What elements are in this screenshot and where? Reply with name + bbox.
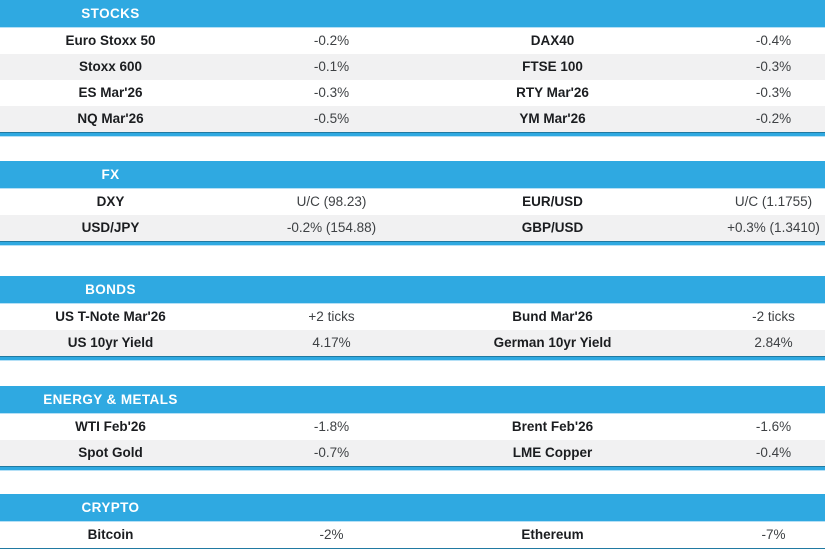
section-title: CRYPTO [81, 500, 140, 515]
instrument-name: DXY [96, 194, 125, 209]
table-row: WTI Feb'26 -1.8% Brent Feb'26 -1.6% [0, 414, 825, 440]
table-row: Euro Stoxx 50 -0.2% DAX40 -0.4% [0, 28, 825, 54]
section-rows: Bitcoin -2% Ethereum -7% [0, 522, 825, 548]
section-fx: FX DXY U/C (98.23) EUR/USD U/C (1.1755) … [0, 161, 825, 246]
section-rows: DXY U/C (98.23) EUR/USD U/C (1.1755) USD… [0, 189, 825, 241]
section-header: STOCKS [0, 0, 825, 28]
section-rows: WTI Feb'26 -1.8% Brent Feb'26 -1.6% Spot… [0, 414, 825, 466]
section-crypto: CRYPTO Bitcoin -2% Ethereum -7% [0, 494, 825, 549]
section-divider [0, 241, 825, 246]
instrument-change: -0.4% [755, 33, 792, 48]
instrument-name: Bund Mar'26 [512, 309, 593, 324]
instrument-change: -0.2% (154.88) [286, 220, 377, 235]
instrument-name: German 10yr Yield [493, 335, 612, 350]
section-title: ENERGY & METALS [43, 392, 178, 407]
table-row: USD/JPY -0.2% (154.88) GBP/USD +0.3% (1.… [0, 215, 825, 241]
instrument-name: Brent Feb'26 [511, 419, 594, 434]
section-title: BONDS [85, 282, 136, 297]
instrument-name: Spot Gold [78, 445, 143, 460]
instrument-change: +0.3% (1.3410) [727, 220, 820, 235]
instrument-change: -0.7% [313, 445, 350, 460]
instrument-change: -1.6% [755, 419, 792, 434]
instrument-change: -2% [319, 527, 344, 542]
instrument-name: LME Copper [512, 445, 593, 460]
instrument-change: U/C (98.23) [296, 194, 367, 209]
instrument-name: ES Mar'26 [78, 85, 143, 100]
table-row: DXY U/C (98.23) EUR/USD U/C (1.1755) [0, 189, 825, 215]
instrument-name: YM Mar'26 [519, 111, 586, 126]
section-rows: Euro Stoxx 50 -0.2% DAX40 -0.4% Stoxx 60… [0, 28, 825, 132]
instrument-name: Euro Stoxx 50 [65, 33, 156, 48]
instrument-change: -0.3% [755, 59, 792, 74]
instrument-change: -0.5% [313, 111, 350, 126]
section-header: FX [0, 161, 825, 189]
section-rows: US T-Note Mar'26 +2 ticks Bund Mar'26 -2… [0, 304, 825, 356]
instrument-name: Stoxx 600 [78, 59, 143, 74]
section-energy-metals: ENERGY & METALS WTI Feb'26 -1.8% Brent F… [0, 386, 825, 471]
instrument-change: -2 ticks [752, 309, 795, 324]
section-header: CRYPTO [0, 494, 825, 522]
instrument-name: EUR/USD [522, 194, 583, 209]
table-row: ES Mar'26 -0.3% RTY Mar'26 -0.3% [0, 80, 825, 106]
instrument-name: USD/JPY [81, 220, 140, 235]
instrument-name: DAX40 [530, 33, 575, 48]
instrument-name: RTY Mar'26 [516, 85, 589, 100]
table-row: US 10yr Yield 4.17% German 10yr Yield 2.… [0, 330, 825, 356]
table-row: Stoxx 600 -0.1% FTSE 100 -0.3% [0, 54, 825, 80]
instrument-change: -0.3% [755, 85, 792, 100]
section-divider [0, 466, 825, 471]
table-row: NQ Mar'26 -0.5% YM Mar'26 -0.2% [0, 106, 825, 132]
table-row: Bitcoin -2% Ethereum -7% [0, 522, 825, 548]
section-title: FX [101, 167, 120, 182]
instrument-name: GBP/USD [521, 220, 584, 235]
table-row: US T-Note Mar'26 +2 ticks Bund Mar'26 -2… [0, 304, 825, 330]
section-divider [0, 132, 825, 137]
instrument-change: -1.8% [313, 419, 350, 434]
instrument-name: US T-Note Mar'26 [55, 309, 166, 324]
instrument-change: -7% [761, 527, 786, 542]
instrument-name: US 10yr Yield [67, 335, 154, 350]
section-divider [0, 356, 825, 361]
instrument-change: +2 ticks [308, 309, 355, 324]
table-row: Spot Gold -0.7% LME Copper -0.4% [0, 440, 825, 466]
instrument-change: U/C (1.1755) [734, 194, 813, 209]
section-stocks: STOCKS Euro Stoxx 50 -0.2% DAX40 -0.4% S… [0, 0, 825, 137]
instrument-change: -0.4% [755, 445, 792, 460]
instrument-change: 2.84% [754, 335, 793, 350]
section-header: ENERGY & METALS [0, 386, 825, 414]
section-header: BONDS [0, 276, 825, 304]
instrument-change: -0.3% [313, 85, 350, 100]
instrument-name: Ethereum [521, 527, 584, 542]
instrument-change: -0.2% [755, 111, 792, 126]
instrument-name: FTSE 100 [522, 59, 583, 74]
section-bonds: BONDS US T-Note Mar'26 +2 ticks Bund Mar… [0, 276, 825, 361]
instrument-name: Bitcoin [87, 527, 134, 542]
instrument-change: -0.1% [313, 59, 350, 74]
instrument-name: WTI Feb'26 [75, 419, 146, 434]
instrument-name: NQ Mar'26 [77, 111, 144, 126]
section-title: STOCKS [81, 6, 140, 21]
instrument-change: 4.17% [312, 335, 351, 350]
instrument-change: -0.2% [313, 33, 350, 48]
